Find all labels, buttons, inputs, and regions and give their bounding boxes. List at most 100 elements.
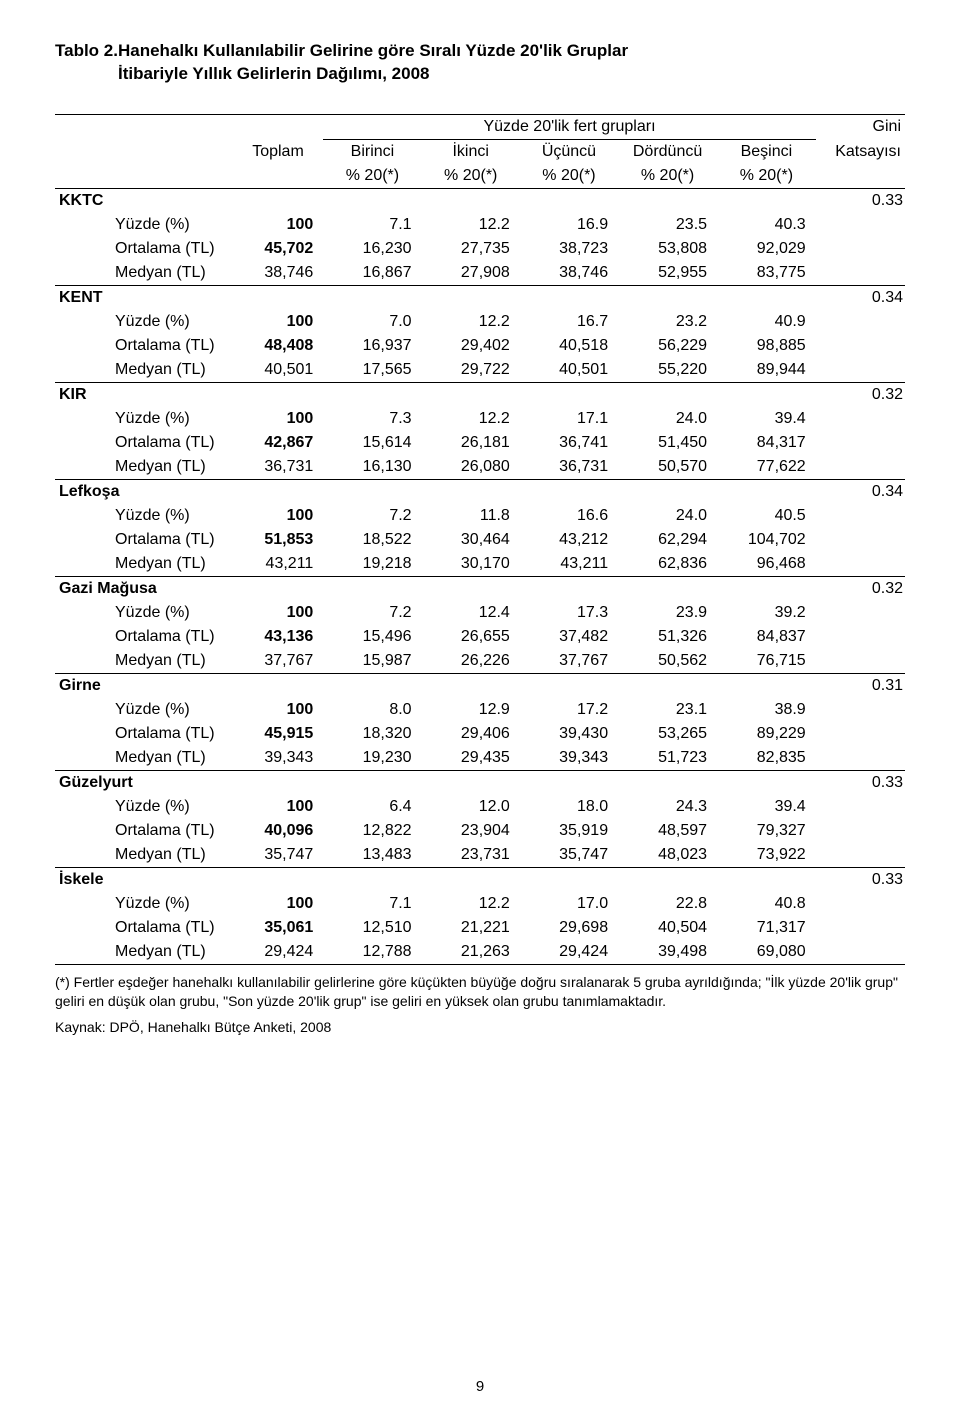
cell: 17.1	[520, 407, 618, 431]
cell: 7.3	[323, 407, 421, 431]
cell: 35,747	[520, 843, 618, 868]
cell: 6.4	[323, 795, 421, 819]
title-line-1: Hanehalkı Kullanılabilir Gelirine göre S…	[118, 41, 628, 60]
cell: 40,501	[233, 358, 324, 383]
cell-blank	[816, 431, 905, 455]
header-row-1: Yüzde 20'lik fert grupları Gini	[55, 115, 905, 140]
cell: 52,955	[618, 261, 717, 286]
region-gini: 0.34	[816, 479, 905, 504]
cell: 7.1	[323, 213, 421, 237]
cell-blank	[816, 625, 905, 649]
cell: 42,867	[233, 431, 324, 455]
cell: 40.9	[717, 310, 816, 334]
cell-blank	[816, 649, 905, 674]
cell: 16,937	[323, 334, 421, 358]
row-label: Medyan (TL)	[55, 358, 233, 383]
cell: 15,987	[323, 649, 421, 674]
data-row: Ortalama (TL)45,91518,32029,40639,43053,…	[55, 722, 905, 746]
cell: 100	[233, 601, 324, 625]
row-label: Yüzde (%)	[55, 310, 233, 334]
cell-blank	[816, 843, 905, 868]
region-row: İskele0.33	[55, 867, 905, 892]
cell: 100	[233, 892, 324, 916]
region-name: KENT	[55, 285, 816, 310]
cell: 13,483	[323, 843, 421, 868]
data-row: Yüzde (%)1007.012.216.723.240.9	[55, 310, 905, 334]
cell: 84,317	[717, 431, 816, 455]
cell-blank	[816, 407, 905, 431]
cell-blank	[816, 601, 905, 625]
cell: 18,320	[323, 722, 421, 746]
cell: 17,565	[323, 358, 421, 383]
title-main: Hanehalkı Kullanılabilir Gelirine göre S…	[118, 40, 905, 86]
header-row-2: Toplam Birinci İkinci Üçüncü Dördüncü Be…	[55, 139, 905, 164]
data-row: Ortalama (TL)48,40816,93729,40240,51856,…	[55, 334, 905, 358]
cell: 7.1	[323, 892, 421, 916]
cell: 26,226	[422, 649, 520, 674]
cell: 104,702	[717, 528, 816, 552]
cell: 73,922	[717, 843, 816, 868]
cell-blank	[816, 261, 905, 286]
cell-blank	[816, 310, 905, 334]
cell: 62,836	[618, 552, 717, 577]
cell: 43,212	[520, 528, 618, 552]
header-pct-1: % 20(*)	[323, 164, 421, 189]
cell-blank	[816, 795, 905, 819]
region-name: Lefkoşa	[55, 479, 816, 504]
header-col-1: Birinci	[323, 139, 421, 164]
cell: 40.5	[717, 504, 816, 528]
cell: 43,211	[520, 552, 618, 577]
cell: 40,096	[233, 819, 324, 843]
cell: 89,944	[717, 358, 816, 383]
cell: 23.2	[618, 310, 717, 334]
cell: 36,731	[520, 455, 618, 480]
header-col-3: Üçüncü	[520, 139, 618, 164]
cell: 84,837	[717, 625, 816, 649]
cell: 24.0	[618, 504, 717, 528]
region-name: İskele	[55, 867, 816, 892]
cell: 39,498	[618, 940, 717, 965]
data-row: Ortalama (TL)43,13615,49626,65537,48251,…	[55, 625, 905, 649]
row-label: Yüzde (%)	[55, 795, 233, 819]
data-row: Ortalama (TL)35,06112,51021,22129,69840,…	[55, 916, 905, 940]
cell: 51,326	[618, 625, 717, 649]
cell: 69,080	[717, 940, 816, 965]
header-col-2: İkinci	[422, 139, 520, 164]
cell: 21,263	[422, 940, 520, 965]
title-line-2: İtibariyle Yıllık Gelirlerin Dağılımı, 2…	[118, 64, 430, 83]
data-row: Ortalama (TL)45,70216,23027,73538,72353,…	[55, 237, 905, 261]
cell: 55,220	[618, 358, 717, 383]
data-row: Yüzde (%)1007.112.216.923.540.3	[55, 213, 905, 237]
cell: 23,731	[422, 843, 520, 868]
cell: 38,746	[233, 261, 324, 286]
cell: 23.9	[618, 601, 717, 625]
cell: 39,343	[233, 746, 324, 771]
cell: 45,915	[233, 722, 324, 746]
row-label: Yüzde (%)	[55, 213, 233, 237]
cell: 35,061	[233, 916, 324, 940]
cell: 23.1	[618, 698, 717, 722]
cell: 30,464	[422, 528, 520, 552]
cell: 100	[233, 698, 324, 722]
region-row: Güzelyurt0.33	[55, 770, 905, 795]
data-row: Yüzde (%)1007.112.217.022.840.8	[55, 892, 905, 916]
cell: 37,767	[520, 649, 618, 674]
region-name: Güzelyurt	[55, 770, 816, 795]
cell: 79,327	[717, 819, 816, 843]
cell: 23,904	[422, 819, 520, 843]
cell: 40,504	[618, 916, 717, 940]
cell: 15,496	[323, 625, 421, 649]
cell: 26,181	[422, 431, 520, 455]
cell: 16.6	[520, 504, 618, 528]
region-gini: 0.33	[816, 770, 905, 795]
row-label: Medyan (TL)	[55, 455, 233, 480]
cell: 12,510	[323, 916, 421, 940]
row-label: Ortalama (TL)	[55, 916, 233, 940]
cell: 15,614	[323, 431, 421, 455]
region-gini: 0.34	[816, 285, 905, 310]
cell: 39.4	[717, 795, 816, 819]
cell: 96,468	[717, 552, 816, 577]
cell-blank	[816, 940, 905, 965]
row-label: Ortalama (TL)	[55, 625, 233, 649]
cell: 51,853	[233, 528, 324, 552]
